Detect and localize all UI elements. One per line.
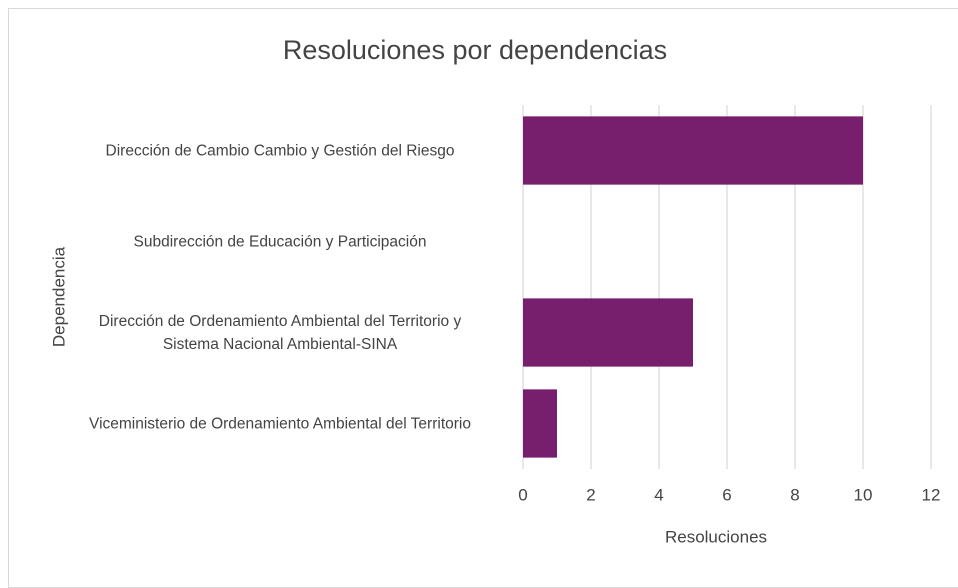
x-tick-label: 8 (790, 485, 799, 504)
bar (523, 116, 863, 185)
y-tick-label: Dirección de Ordenamiento Ambiental del … (98, 312, 462, 353)
chart-title: Resoluciones por dependencias (283, 35, 667, 65)
y-tick-label: Subdirección de Educación y Participació… (133, 233, 427, 250)
y-tick-label: Viceministerio de Ordenamiento Ambiental… (89, 415, 471, 432)
x-tick-label: 4 (654, 485, 663, 504)
x-axis-title: Resoluciones (665, 527, 767, 546)
x-tick-label: 2 (586, 485, 595, 504)
y-axis-title: Dependencia (49, 246, 68, 347)
x-tick-label: 10 (854, 485, 873, 504)
x-tick-label: 0 (518, 485, 527, 504)
bar (523, 389, 557, 458)
bar (523, 298, 693, 367)
y-tick-label: Dirección de Cambio Cambio y Gestión del… (105, 142, 455, 159)
x-tick-label: 12 (922, 485, 941, 504)
x-tick-label: 6 (722, 485, 731, 504)
